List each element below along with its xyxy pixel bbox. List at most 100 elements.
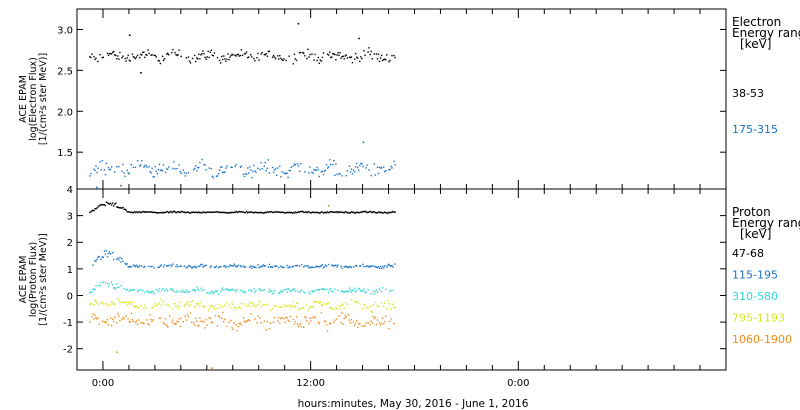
data-point xyxy=(134,321,137,324)
data-point xyxy=(132,320,135,323)
data-point xyxy=(233,307,235,309)
data-point xyxy=(245,305,248,307)
data-point xyxy=(300,263,303,266)
data-point xyxy=(147,49,149,51)
data-point xyxy=(271,166,274,169)
data-point xyxy=(172,288,174,290)
data-point xyxy=(185,289,188,291)
data-point xyxy=(176,54,178,57)
data-point xyxy=(232,328,234,331)
data-point xyxy=(288,55,290,57)
data-point xyxy=(207,50,209,52)
data-point xyxy=(223,289,225,291)
data-point-outlier xyxy=(140,72,142,74)
data-point xyxy=(173,210,175,212)
data-point xyxy=(89,321,91,323)
data-point xyxy=(388,327,390,330)
data-point xyxy=(198,303,200,305)
data-point xyxy=(209,292,211,295)
data-point xyxy=(304,292,306,294)
data-point xyxy=(347,290,350,293)
x-tick-label: 0:00 xyxy=(92,378,114,389)
data-point xyxy=(312,306,314,308)
data-point xyxy=(164,318,167,320)
data-point xyxy=(94,58,96,61)
data-point xyxy=(357,211,359,214)
data-point xyxy=(314,169,316,171)
data-point xyxy=(340,211,342,213)
data-point xyxy=(103,169,106,171)
data-point xyxy=(176,167,178,170)
data-point xyxy=(93,318,95,320)
data-point xyxy=(215,290,218,293)
data-point xyxy=(235,291,237,293)
data-point xyxy=(298,170,301,172)
data-point xyxy=(321,264,324,266)
data-point xyxy=(318,289,320,291)
data-point xyxy=(106,318,109,321)
data-point xyxy=(149,171,151,173)
data-point xyxy=(163,323,166,325)
data-point xyxy=(259,289,261,291)
data-point xyxy=(333,53,335,55)
data-point xyxy=(309,306,311,308)
data-point xyxy=(279,322,281,324)
data-point xyxy=(104,253,107,255)
data-point xyxy=(123,208,125,210)
data-point xyxy=(222,306,224,308)
data-point xyxy=(312,211,314,213)
data-point xyxy=(136,307,139,309)
data-point xyxy=(178,318,180,320)
data-point xyxy=(186,313,189,316)
data-point xyxy=(368,211,370,213)
data-point xyxy=(330,287,332,290)
data-point xyxy=(169,306,171,308)
data-point xyxy=(152,291,154,293)
data-point xyxy=(178,211,180,213)
data-point xyxy=(231,327,233,329)
data-point xyxy=(351,61,354,64)
data-point xyxy=(123,302,125,304)
data-point xyxy=(327,212,330,214)
data-point xyxy=(363,325,365,327)
data-point xyxy=(290,304,292,306)
data-point xyxy=(387,212,389,215)
data-point xyxy=(321,211,324,213)
data-point xyxy=(210,211,212,214)
data-point xyxy=(394,163,396,166)
data-point xyxy=(225,266,227,269)
data-point xyxy=(332,308,334,310)
data-point xyxy=(394,211,396,213)
data-point xyxy=(349,321,352,324)
data-point xyxy=(375,212,378,214)
data-point xyxy=(368,266,370,268)
data-point xyxy=(171,321,173,323)
data-point xyxy=(263,53,265,56)
data-point xyxy=(98,323,100,325)
data-point xyxy=(114,316,116,318)
legend-entry-38-53: 38-53 xyxy=(732,87,764,100)
data-point xyxy=(90,173,92,175)
data-point xyxy=(263,212,265,214)
x-tick-label: 0:00 xyxy=(507,378,529,389)
data-point xyxy=(195,267,197,269)
data-point xyxy=(321,56,324,59)
data-point xyxy=(332,291,334,293)
data-point xyxy=(139,56,141,59)
data-point xyxy=(171,289,173,291)
data-point xyxy=(279,211,281,213)
data-point xyxy=(114,203,116,205)
data-point xyxy=(248,172,250,174)
data-point xyxy=(358,212,360,214)
data-point xyxy=(270,290,273,292)
data-point xyxy=(168,54,170,56)
data-point xyxy=(283,303,285,306)
data-point xyxy=(331,290,333,293)
data-point xyxy=(356,320,358,322)
data-point xyxy=(327,54,330,56)
data-point xyxy=(336,211,338,213)
data-point xyxy=(114,54,116,56)
data-point xyxy=(194,54,196,57)
data-point xyxy=(340,290,342,292)
data-point xyxy=(359,303,361,305)
